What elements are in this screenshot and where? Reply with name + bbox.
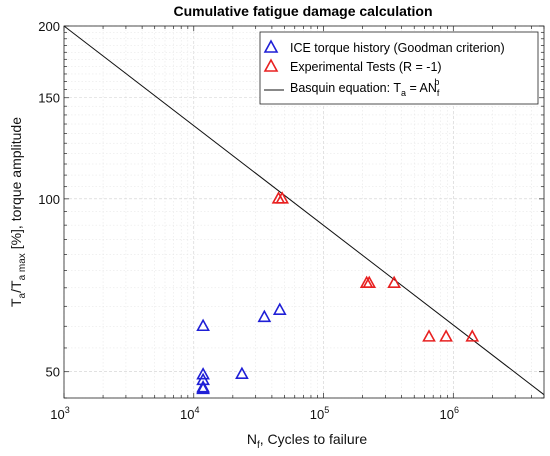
legend-label-basquin: Basquin equation: Ta = ANfb — [290, 77, 440, 98]
legend-marker-experimental — [263, 58, 279, 72]
data-markers — [196, 191, 480, 395]
x-axis-label: Nf, Cycles to failure — [247, 431, 367, 451]
ice-data-marker — [257, 309, 272, 323]
ice-data-marker — [196, 367, 210, 380]
y-tick-label: 150 — [38, 91, 60, 106]
experimental-data-marker — [362, 275, 377, 289]
x-tick-label: 105 — [310, 405, 329, 422]
basquin-fit-line — [63, 25, 545, 396]
ice-data-marker — [235, 366, 249, 380]
experimental-data-marker — [275, 191, 290, 204]
legend-marker-ice — [263, 39, 279, 53]
x-tick-label: 103 — [50, 405, 69, 422]
experimental-data-marker — [422, 329, 436, 342]
ice-data-marker — [196, 318, 210, 332]
y-axis-label: Ta/Ta max [%], torque amplitude — [8, 117, 28, 307]
experimental-data-marker — [465, 329, 480, 342]
legend: ICE torque history (Goodman criterion) E… — [259, 31, 539, 105]
x-tick-label: 106 — [440, 405, 459, 422]
legend-box — [259, 31, 539, 105]
x-tick-label: 104 — [180, 405, 199, 422]
y-tick-label: 200 — [38, 19, 60, 34]
experimental-data-marker — [439, 329, 453, 342]
chart-title: Cumulative fatigue damage calculation — [173, 3, 432, 19]
ice-data-marker — [272, 302, 287, 315]
basquin-line — [63, 25, 545, 396]
y-tick-label: 50 — [46, 365, 60, 380]
axis-ticks: 50 100 150 200 103 104 105 106 — [38, 19, 545, 422]
ice-data-marker — [196, 381, 210, 395]
legend-label-ice: ICE torque history (Goodman criterion) — [290, 41, 505, 55]
experimental-data-marker — [387, 275, 401, 289]
y-tick-label: 100 — [38, 192, 60, 207]
grid — [63, 25, 545, 399]
legend-label-experimental: Experimental Tests (R = -1) — [290, 60, 442, 74]
